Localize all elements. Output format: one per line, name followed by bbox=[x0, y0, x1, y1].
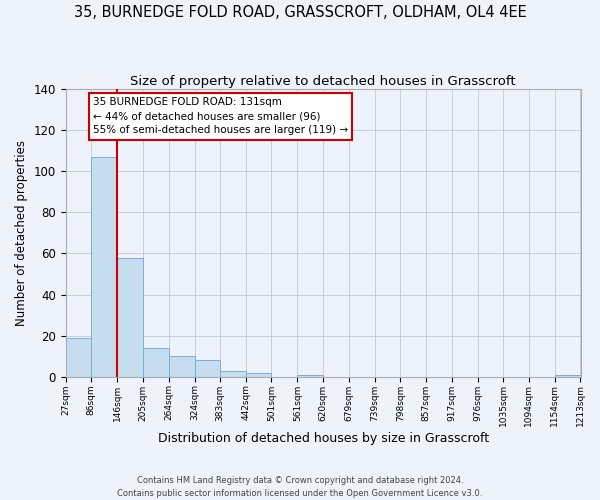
Text: Contains HM Land Registry data © Crown copyright and database right 2024.
Contai: Contains HM Land Registry data © Crown c… bbox=[118, 476, 482, 498]
Bar bbox=[220, 370, 246, 376]
Bar bbox=[143, 348, 169, 376]
Bar bbox=[65, 338, 91, 376]
Bar bbox=[194, 360, 220, 376]
Bar bbox=[555, 374, 581, 376]
Text: 35, BURNEDGE FOLD ROAD, GRASSCROFT, OLDHAM, OL4 4EE: 35, BURNEDGE FOLD ROAD, GRASSCROFT, OLDH… bbox=[74, 5, 526, 20]
Title: Size of property relative to detached houses in Grasscroft: Size of property relative to detached ho… bbox=[130, 75, 516, 88]
Bar bbox=[246, 372, 271, 376]
Text: 35 BURNEDGE FOLD ROAD: 131sqm
← 44% of detached houses are smaller (96)
55% of s: 35 BURNEDGE FOLD ROAD: 131sqm ← 44% of d… bbox=[93, 98, 348, 136]
Bar bbox=[118, 258, 143, 376]
X-axis label: Distribution of detached houses by size in Grasscroft: Distribution of detached houses by size … bbox=[158, 432, 488, 445]
Bar bbox=[91, 157, 118, 376]
Y-axis label: Number of detached properties: Number of detached properties bbox=[15, 140, 28, 326]
Bar bbox=[169, 356, 194, 376]
Bar bbox=[298, 374, 323, 376]
